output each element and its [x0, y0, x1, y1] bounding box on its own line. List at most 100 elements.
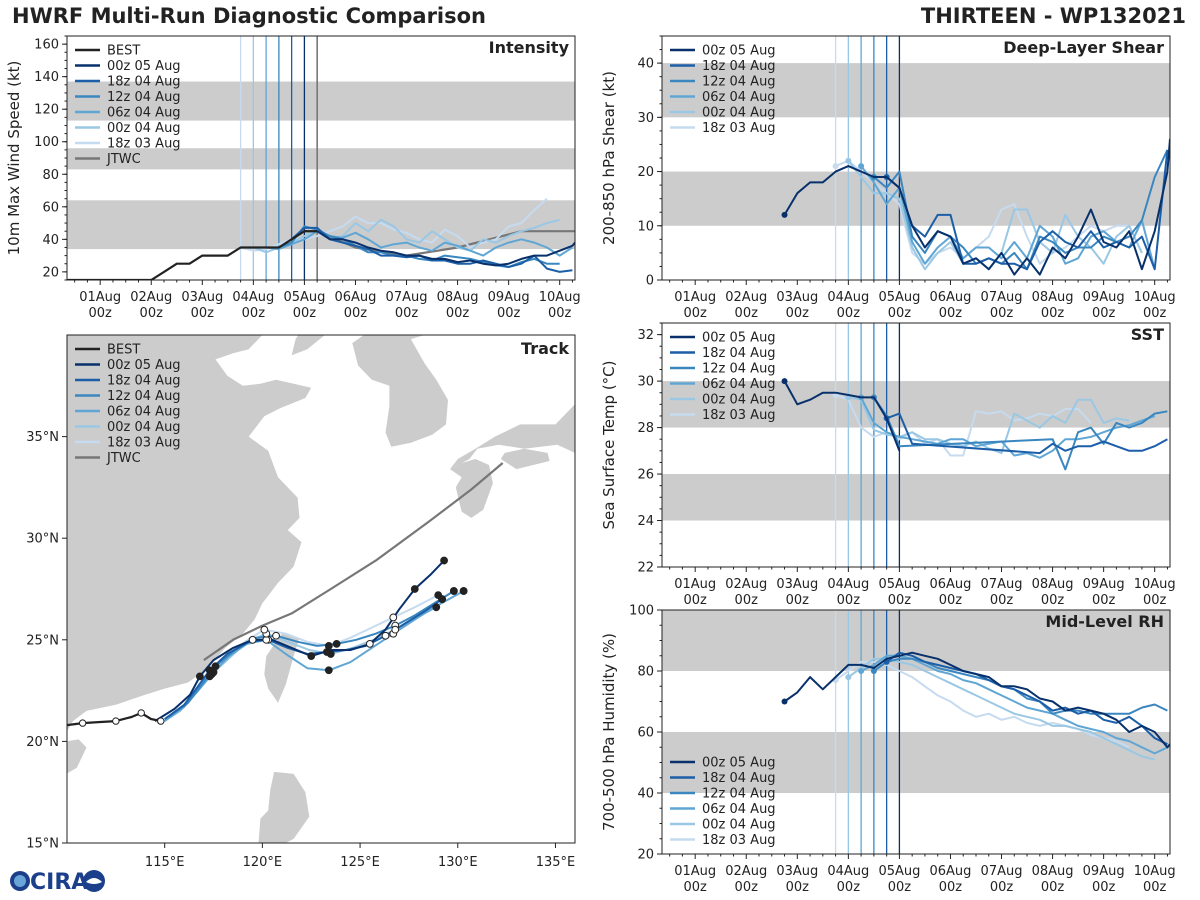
- sst-xtick-date: 08Aug: [1032, 577, 1074, 592]
- main-title: HWRF Multi-Run Diagnostic Comparison: [12, 4, 487, 28]
- intensity-xtick-date: 04Aug: [232, 290, 274, 305]
- sst-legend-label: 18z 03 Aug: [702, 408, 776, 423]
- track-title: Track: [521, 339, 569, 358]
- hainan: [67, 739, 87, 774]
- intensity-xtick-hour: 00z: [395, 306, 419, 321]
- sst-frame: [661, 322, 1171, 568]
- jtwc-track: [203, 462, 504, 662]
- rh-series-point: [781, 698, 788, 705]
- sst-ytick-label: 22: [637, 561, 654, 576]
- track-panel: 115°E 120°E 125°E 130°E 135°E 15°N 20°N 25°N 30°…: [26, 334, 576, 870]
- sst-ytick-label: 32: [637, 328, 654, 343]
- sst-panel: 22242628303201Aug00z02Aug00z03Aug00z04Au…: [600, 322, 1176, 608]
- intensity-ytick-label: 120: [34, 103, 59, 118]
- track-legend-label: 12z 04 Aug: [107, 389, 181, 404]
- sst-legend-label: 00z 04 Aug: [702, 393, 776, 408]
- rh-legend-label: 18z 04 Aug: [702, 771, 776, 786]
- shear-xtick-hour: 00z: [1143, 306, 1167, 321]
- rh-xtick-hour: 00z: [786, 880, 810, 895]
- cira-logo: CIRA: [6, 866, 106, 896]
- intensity-ytick-label: 80: [42, 168, 59, 183]
- rh-xtick-date: 08Aug: [1032, 864, 1074, 879]
- shear-series-point: [845, 157, 852, 164]
- forecast-track-point: [391, 625, 400, 634]
- sst-series-line: [835, 394, 1092, 457]
- intensity-series-line: [304, 230, 575, 267]
- sst-xtick-hour: 00z: [888, 593, 912, 608]
- sst-xtick-date: 02Aug: [725, 577, 767, 592]
- shear-legend-label: 00z 04 Aug: [702, 106, 776, 121]
- forecast-track-point: [381, 631, 390, 640]
- shear-band-0: [662, 171, 1170, 226]
- shear-xtick-date: 05Aug: [878, 290, 920, 305]
- forecast-track-point: [260, 625, 269, 634]
- shear-series-line: [835, 159, 1130, 265]
- intensity-ytick-label: 100: [34, 135, 59, 150]
- intensity-xtick-date: 02Aug: [130, 290, 172, 305]
- intensity-xtick-hour: 00z: [191, 306, 215, 321]
- intensity-legend-label: 18z 03 Aug: [107, 137, 181, 152]
- shear-xtick-hour: 00z: [1041, 306, 1065, 321]
- shear-xtick-hour: 00z: [837, 306, 861, 321]
- intensity-xtick-hour: 00z: [344, 306, 368, 321]
- intensity-xtick-date: 10Aug: [539, 290, 581, 305]
- rh-xtick-date: 09Aug: [1083, 864, 1125, 879]
- forecast-track-point: [434, 591, 443, 599]
- forecast-track-point: [389, 613, 398, 622]
- sst-ytick-label: 28: [637, 421, 654, 436]
- intensity-legend-label: 00z 05 Aug: [107, 59, 181, 74]
- best-track-point: [157, 717, 165, 725]
- rh-xtick-hour: 00z: [1041, 880, 1065, 895]
- intensity-xtick-date: 09Aug: [488, 290, 530, 305]
- forecast-track-point: [459, 587, 468, 595]
- shear-xtick-hour: 00z: [888, 306, 912, 321]
- rh-series-line: [886, 651, 1168, 746]
- intensity-xtick-hour: 00z: [497, 306, 521, 321]
- shear-ytick-label: 0: [646, 274, 654, 289]
- sst-legend-label: 18z 04 Aug: [702, 346, 776, 361]
- shear-ytick-label: 30: [637, 111, 654, 126]
- track-legend-label: JTWC: [106, 451, 141, 466]
- sst-series-line: [886, 412, 1168, 455]
- rh-xtick-date: 10Aug: [1134, 864, 1176, 879]
- sst-legend-label: 06z 04 Aug: [702, 377, 776, 392]
- intensity-legend-label: 00z 04 Aug: [107, 121, 181, 136]
- track-ytick-label: 25°N: [26, 633, 59, 648]
- rh-series-point: [870, 668, 877, 674]
- intensity-ytick-label: 60: [42, 200, 59, 215]
- intensity-band-1: [67, 148, 575, 170]
- intensity-legend-label: BEST: [107, 44, 140, 59]
- track-ytick-label: 30°N: [26, 532, 59, 547]
- forecast-track-point: [326, 650, 335, 658]
- sst-series-line: [783, 380, 901, 452]
- intensity-ylabel: 10m Max Wind Speed (kt): [5, 61, 23, 256]
- sst-xtick-hour: 00z: [786, 593, 810, 608]
- rh-xtick-hour: 00z: [735, 880, 759, 895]
- intensity-xtick-hour: 00z: [293, 306, 317, 321]
- track-legend-label: 00z 04 Aug: [107, 420, 181, 435]
- sst-xtick-hour: 00z: [1143, 593, 1167, 608]
- forecast-track-point: [440, 556, 448, 565]
- sst-xtick-hour: 00z: [1041, 593, 1065, 608]
- intensity-xtick-hour: 00z: [548, 306, 572, 321]
- forecast-track-point: [410, 585, 419, 593]
- track-ytick-label: 35°N: [26, 430, 59, 445]
- rh-series-point: [858, 668, 865, 674]
- sst-legend-label: 00z 05 Aug: [702, 331, 776, 346]
- track-frame: [66, 334, 576, 844]
- forecast-track-point: [307, 652, 316, 660]
- shear-title: Deep-Layer Shear: [1003, 38, 1164, 57]
- intensity-xtick-hour: 00z: [140, 306, 164, 321]
- shear-xtick-date: 01Aug: [674, 290, 716, 305]
- luzon: [258, 771, 310, 843]
- shikoku: [500, 448, 550, 470]
- intensity-panel: 2040608010012014016001Aug00z02Aug00z03Au…: [5, 35, 581, 321]
- shear-legend-label: 00z 05 Aug: [702, 44, 776, 59]
- rh-xtick-date: 03Aug: [776, 864, 818, 879]
- track-legend-label: 18z 03 Aug: [107, 436, 181, 451]
- shear-xtick-hour: 00z: [735, 306, 759, 321]
- rh-series-line: [783, 651, 1170, 749]
- sst-xtick-hour: 00z: [837, 593, 861, 608]
- intensity-xtick-hour: 00z: [88, 306, 112, 321]
- forecast-track-point: [324, 666, 333, 675]
